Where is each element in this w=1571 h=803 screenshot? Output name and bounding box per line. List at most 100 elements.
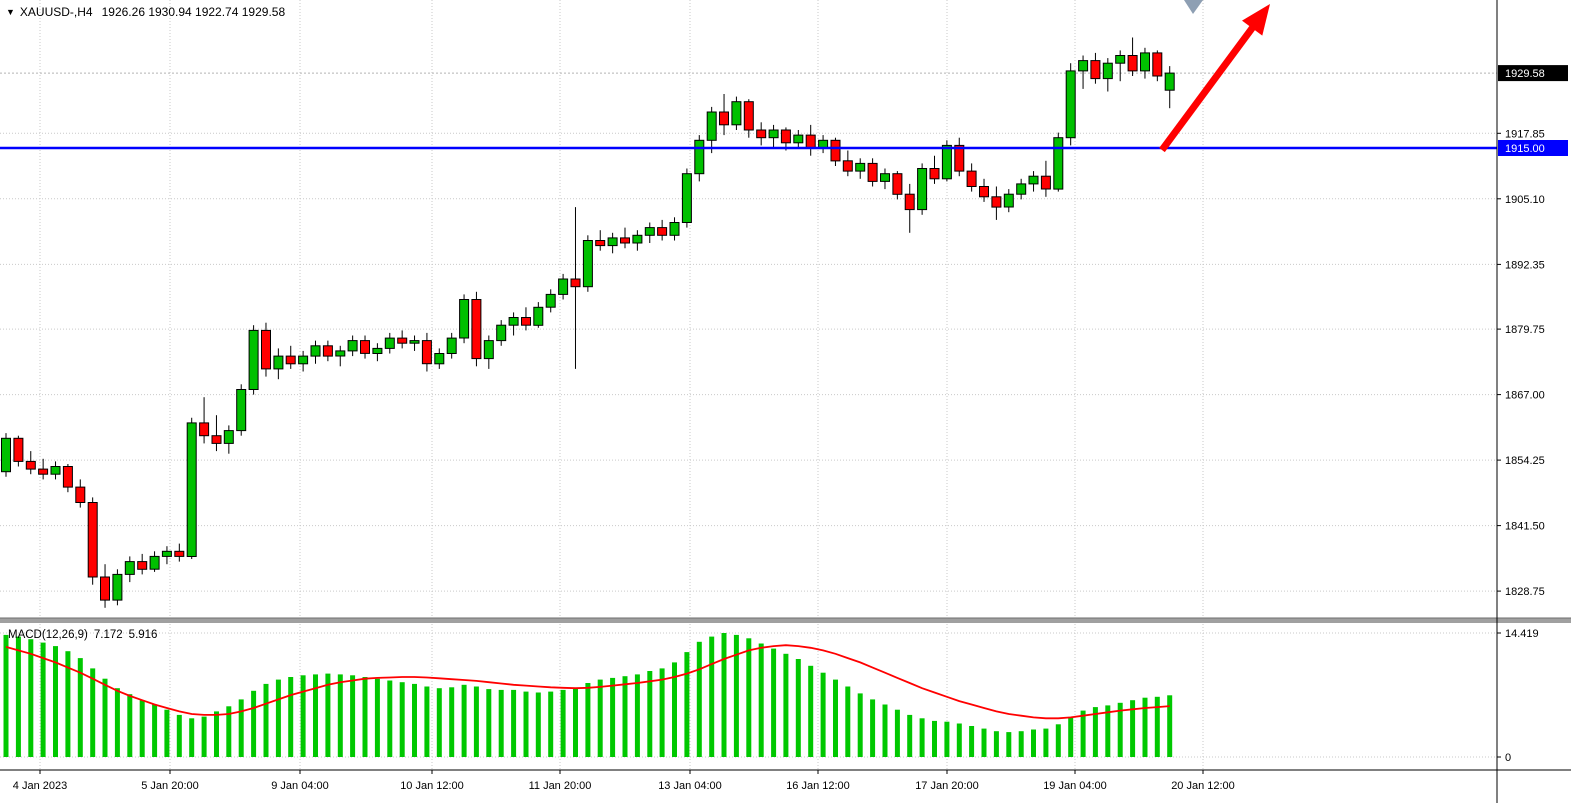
macd-bar [820, 672, 826, 757]
bull-candle [917, 168, 928, 211]
bear-candle [620, 237, 630, 244]
trend-arrow[interactable] [1159, 21, 1259, 153]
bear-candle [954, 144, 965, 172]
bear-candle [1040, 175, 1051, 190]
time-tick-label: 10 Jan 12:00 [400, 780, 464, 792]
panel-separator[interactable] [0, 618, 1571, 623]
macd-bar [102, 678, 108, 757]
bull-candle [508, 317, 519, 326]
macd-bar [263, 683, 269, 757]
bull-candle [434, 353, 445, 365]
trend-arrow-head[interactable] [1242, 4, 1270, 36]
bull-candle [335, 350, 346, 357]
macd-bar [313, 674, 318, 757]
macd-bar [733, 634, 739, 757]
macd-bar [969, 726, 975, 757]
macd-bar [77, 658, 83, 757]
bull-candle [731, 101, 742, 126]
bear-candle [322, 345, 333, 357]
macd-bar [932, 720, 937, 757]
candles [1, 37, 1175, 608]
macd-bar [139, 700, 145, 757]
price-label-box-text: 1929.58 [1505, 68, 1545, 80]
bear-candle [842, 160, 853, 172]
bull-candle [1028, 175, 1039, 185]
bull-candle [112, 573, 123, 601]
macd-bar [981, 728, 987, 757]
bull-candle [384, 337, 395, 349]
time-tick-label: 4 Jan 2023 [13, 780, 67, 792]
bull-candle [1016, 183, 1027, 195]
bear-candle [979, 186, 989, 198]
bull-candle [1, 437, 11, 473]
macd-bar [622, 676, 628, 757]
price-label-box[interactable] [1498, 140, 1568, 156]
bear-candle [892, 173, 903, 195]
macd-bar [275, 679, 281, 757]
bear-candle [25, 460, 36, 470]
macd-bar [214, 711, 219, 757]
time-tick-label: 13 Jan 04:00 [658, 780, 722, 792]
bull-candle [855, 162, 866, 172]
symbol-title-bar: ▼ XAUUSD-,H4 1926.26 1930.94 1922.74 1929.… [6, 5, 285, 19]
macd-bar [325, 673, 331, 757]
macd-bar [189, 718, 195, 757]
pointer-icon[interactable] [1184, 0, 1203, 14]
macd-bar [1068, 717, 1074, 757]
bear-candle [743, 101, 754, 131]
bear-candle [285, 355, 296, 365]
macd-bar [461, 684, 467, 757]
time-axis[interactable]: 4 Jan 2023 5 Jan 20:00 9 Jan 04:00 10 Jan 1… [13, 770, 1235, 792]
macd-bar [1154, 696, 1160, 757]
bear-candle [595, 240, 606, 247]
macd-bar [1117, 702, 1123, 757]
macd-title: MACD(12,26,9) [8, 629, 88, 641]
bear-candle [174, 550, 185, 557]
macd-bar [894, 709, 900, 757]
macd-bar [164, 709, 170, 757]
macd-bar [412, 683, 417, 757]
time-tick-label: 20 Jan 12:00 [1171, 780, 1235, 792]
time-tick-label: 17 Jan 20:00 [915, 780, 979, 792]
bull-candle [607, 237, 618, 247]
price-tick-label: 1905.10 [1505, 194, 1545, 206]
macd-bar [535, 692, 541, 757]
price-label-box[interactable] [1498, 65, 1568, 82]
time-tick-label: 19 Jan 04:00 [1043, 780, 1107, 792]
macd-bar [1142, 697, 1148, 757]
macd-bar [659, 668, 665, 757]
macd-bar [486, 689, 492, 757]
bull-candle [681, 173, 692, 223]
bear-candle [570, 278, 581, 288]
macd-bar [783, 653, 789, 757]
bear-candle [991, 196, 1002, 208]
price-axis[interactable]: 1917.85 1905.10 1892.35 1879.75 1867.00 1854.… [1497, 65, 1568, 764]
macd-bar [684, 652, 690, 757]
macd-bar [585, 683, 591, 757]
macd-main-value: 7.172 [93, 629, 123, 641]
collapse-icon[interactable]: ▼ [6, 7, 15, 17]
macd-bar [350, 675, 356, 757]
bear-candle [62, 466, 73, 488]
price-tick-label: 1867.00 [1505, 390, 1545, 402]
bull-candle [582, 240, 593, 288]
price-tick-label: 1828.75 [1505, 586, 1545, 598]
macd-bar [548, 691, 554, 757]
macd-bar [127, 694, 133, 757]
macd-bar [907, 714, 913, 757]
bear-candle [657, 227, 668, 236]
bull-candle [1003, 193, 1014, 208]
macd-bar [709, 636, 715, 757]
bull-candle [236, 389, 247, 432]
bear-candle [780, 129, 791, 144]
bull-candle [558, 278, 569, 295]
bear-candle [966, 170, 977, 188]
bull-candle [1053, 137, 1064, 190]
macd-bar [28, 639, 34, 757]
macd-tick-label: 14.419 [1505, 628, 1539, 640]
macd-bar [1031, 729, 1036, 757]
bear-candle [137, 561, 148, 570]
macd-bar [473, 686, 479, 757]
